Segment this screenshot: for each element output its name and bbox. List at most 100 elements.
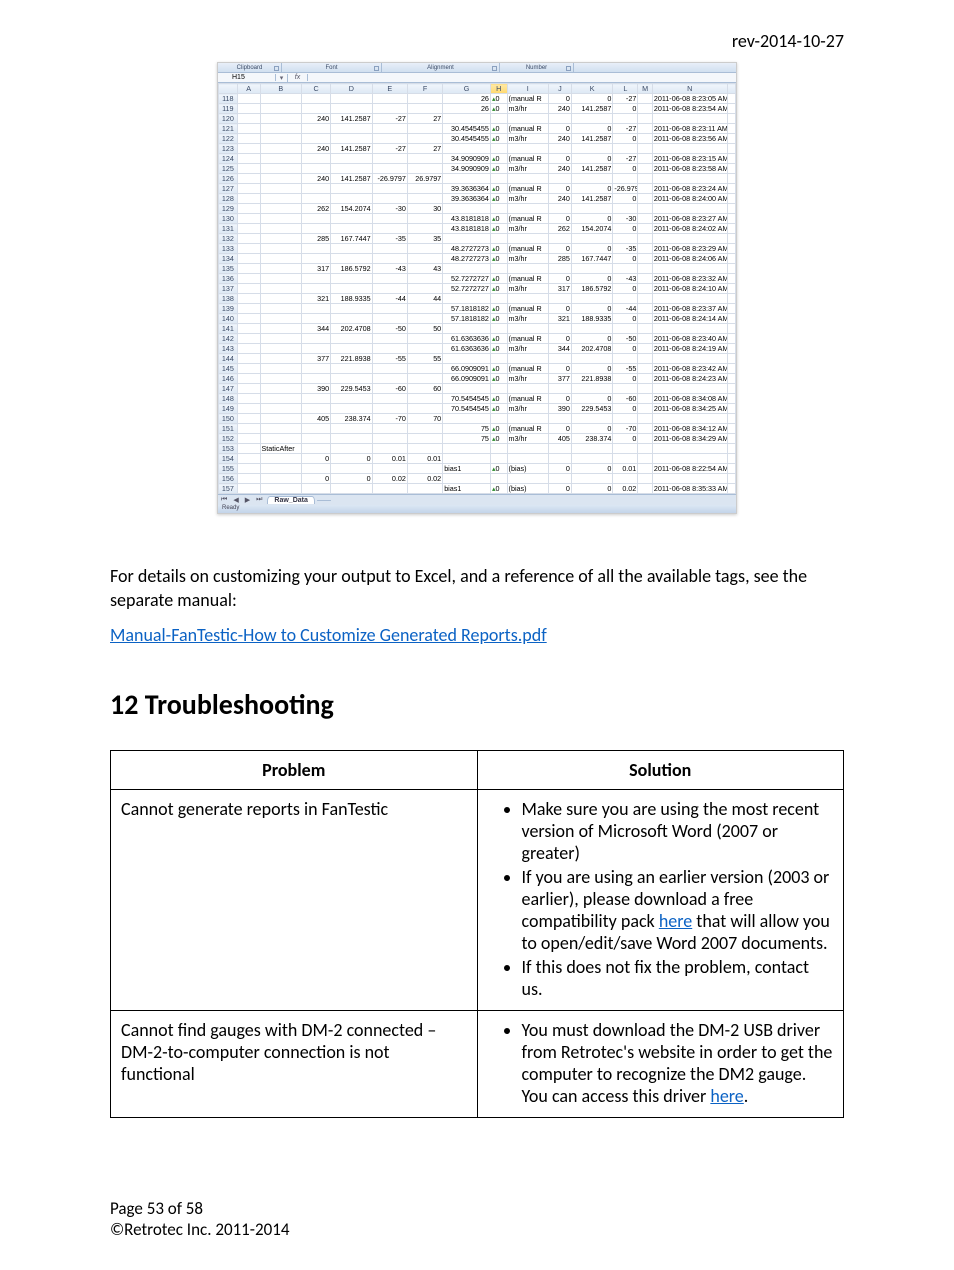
column-header[interactable]: K	[571, 84, 613, 94]
cell[interactable]	[571, 174, 613, 184]
cell[interactable]	[237, 304, 260, 314]
cell[interactable]	[549, 204, 572, 214]
cell[interactable]	[260, 114, 302, 124]
cell[interactable]	[507, 174, 549, 184]
row-header[interactable]: 153	[219, 444, 238, 454]
cell[interactable]	[613, 474, 638, 484]
cell[interactable]	[260, 344, 302, 354]
cell[interactable]	[490, 384, 507, 394]
cell[interactable]: 75	[443, 424, 491, 434]
cell[interactable]: 0	[549, 124, 572, 134]
cell[interactable]	[331, 214, 373, 224]
cell[interactable]	[407, 434, 442, 444]
cell[interactable]	[372, 284, 407, 294]
cell[interactable]: (manual R	[507, 394, 549, 404]
cell[interactable]: 141.2587	[571, 134, 613, 144]
cell[interactable]: 0	[331, 454, 373, 464]
cell[interactable]: 321	[549, 314, 572, 324]
row-header[interactable]: 121	[219, 124, 238, 134]
row-header[interactable]: 119	[219, 104, 238, 114]
cell[interactable]: 262	[549, 224, 572, 234]
cell[interactable]	[372, 484, 407, 494]
cell[interactable]	[237, 174, 260, 184]
cell[interactable]: 240	[302, 174, 331, 184]
cell[interactable]	[331, 274, 373, 284]
cell[interactable]	[260, 264, 302, 274]
cell[interactable]: (manual R	[507, 124, 549, 134]
column-header[interactable]: F	[407, 84, 442, 94]
cell[interactable]	[302, 444, 331, 454]
cell[interactable]: 188.9335	[571, 314, 613, 324]
cell[interactable]	[237, 444, 260, 454]
cell[interactable]: 52.7272727	[443, 274, 491, 284]
cell[interactable]	[237, 324, 260, 334]
cell[interactable]: m3/hr	[507, 134, 549, 144]
row-header[interactable]: 132	[219, 234, 238, 244]
cell[interactable]	[652, 204, 727, 214]
cell[interactable]	[302, 314, 331, 324]
cell[interactable]	[571, 324, 613, 334]
cell[interactable]: 141.2587	[571, 164, 613, 174]
cell[interactable]	[727, 434, 735, 444]
column-header[interactable]: M	[638, 84, 653, 94]
cell[interactable]: -27	[613, 154, 638, 164]
cell[interactable]	[638, 294, 653, 304]
cell[interactable]	[490, 414, 507, 424]
cell[interactable]	[331, 314, 373, 324]
cell[interactable]	[549, 354, 572, 364]
cell[interactable]: 2011-06-08 8:34:29 AM	[652, 434, 727, 444]
cell[interactable]	[549, 174, 572, 184]
cell[interactable]	[237, 394, 260, 404]
cell[interactable]	[407, 404, 442, 414]
name-box[interactable]: H15	[218, 74, 276, 81]
cell[interactable]	[727, 204, 735, 214]
cell[interactable]: 0	[549, 364, 572, 374]
cell[interactable]	[549, 414, 572, 424]
cell[interactable]	[331, 424, 373, 434]
fx-icon[interactable]: fx	[288, 74, 308, 81]
cell[interactable]	[638, 354, 653, 364]
cell[interactable]	[727, 264, 735, 274]
cell[interactable]	[237, 224, 260, 234]
name-box-dropdown-icon[interactable]: ▾	[276, 74, 288, 82]
cell[interactable]	[237, 474, 260, 484]
sheet-nav-prev-icon[interactable]: ◀	[230, 496, 241, 504]
cell[interactable]	[507, 204, 549, 214]
cell[interactable]: m3/hr	[507, 374, 549, 384]
cell[interactable]: 285	[302, 234, 331, 244]
sheet-tab-new[interactable]	[317, 500, 331, 501]
cell[interactable]	[302, 224, 331, 234]
cell[interactable]: 0	[571, 364, 613, 374]
cell[interactable]	[652, 144, 727, 154]
cell[interactable]	[372, 314, 407, 324]
cell[interactable]: 2011-06-08 8:24:14 AM	[652, 314, 727, 324]
cell[interactable]	[638, 404, 653, 414]
cell[interactable]	[727, 374, 735, 384]
cell[interactable]: 0	[571, 464, 613, 474]
cell[interactable]: -55	[372, 354, 407, 364]
cell[interactable]: m3/hr	[507, 254, 549, 264]
cell[interactable]: ▴0	[490, 284, 507, 294]
cell[interactable]	[237, 104, 260, 114]
cell[interactable]: 43.8181818	[443, 224, 491, 234]
cell[interactable]	[260, 434, 302, 444]
cell[interactable]	[727, 224, 735, 234]
sheet-nav-next-icon[interactable]: ▶	[242, 496, 253, 504]
cell[interactable]: 0	[571, 484, 613, 494]
cell[interactable]	[613, 294, 638, 304]
cell[interactable]	[638, 234, 653, 244]
cell[interactable]	[613, 234, 638, 244]
cell[interactable]	[302, 394, 331, 404]
cell[interactable]: 0	[571, 184, 613, 194]
cell[interactable]: ▴0	[490, 134, 507, 144]
cell[interactable]	[237, 124, 260, 134]
cell[interactable]: 0	[549, 244, 572, 254]
cell[interactable]	[638, 224, 653, 234]
cell[interactable]	[507, 384, 549, 394]
cell[interactable]	[490, 454, 507, 464]
cell[interactable]	[407, 394, 442, 404]
cell[interactable]: (manual R	[507, 274, 549, 284]
cell[interactable]	[571, 454, 613, 464]
cell[interactable]: -26.9797	[372, 174, 407, 184]
cell[interactable]	[372, 154, 407, 164]
